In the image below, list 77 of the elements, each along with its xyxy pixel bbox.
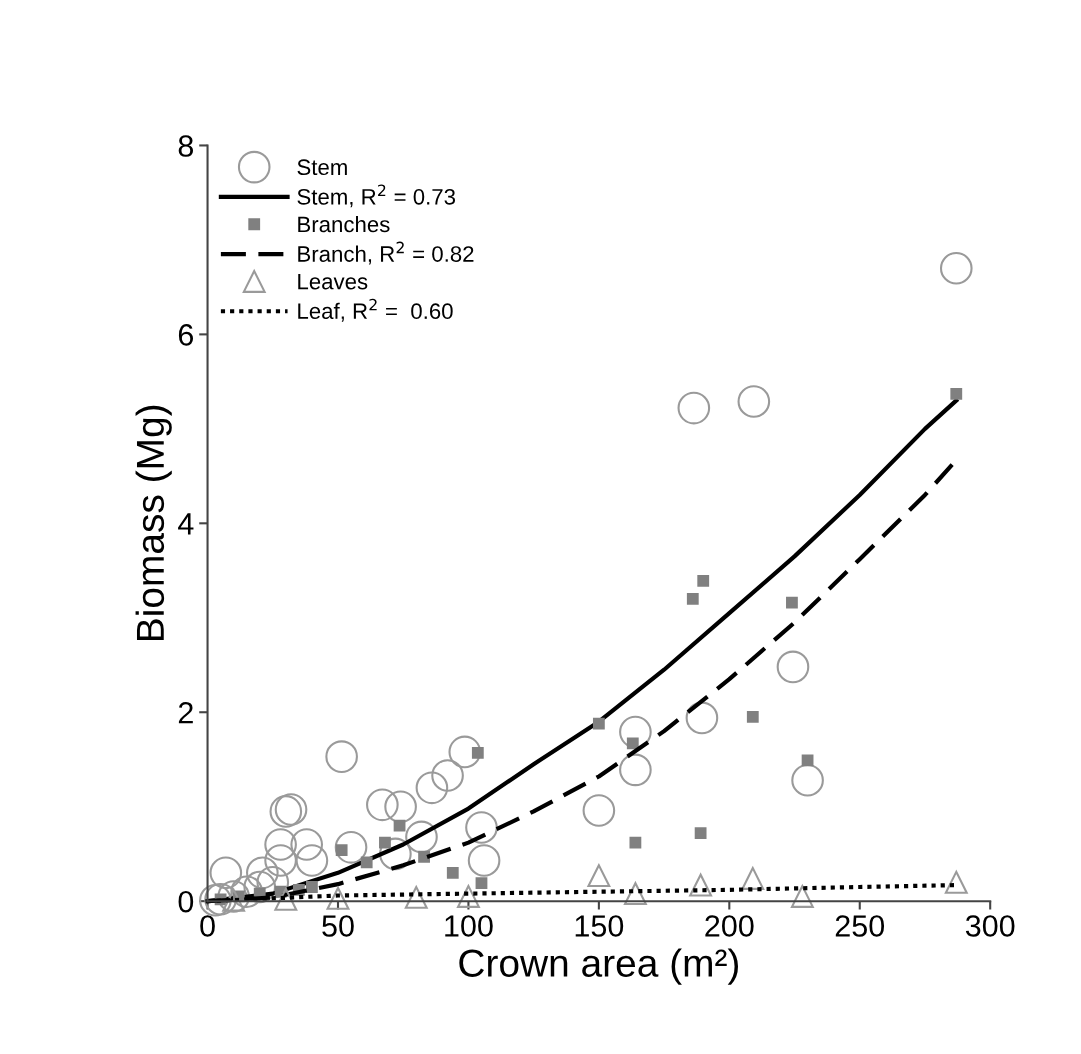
x-tick-label: 100 xyxy=(445,915,493,937)
point xyxy=(415,771,449,805)
point xyxy=(334,831,368,864)
point xyxy=(686,592,699,605)
y-tick-label: 6 xyxy=(178,324,194,346)
point xyxy=(246,856,279,890)
point xyxy=(360,856,373,869)
point xyxy=(384,790,417,824)
point xyxy=(243,870,277,904)
point xyxy=(592,717,605,730)
point xyxy=(456,884,480,908)
point xyxy=(264,844,297,877)
x-tick-label: 150 xyxy=(575,915,624,937)
point xyxy=(325,740,358,773)
point xyxy=(944,870,968,894)
point xyxy=(209,856,243,890)
point xyxy=(791,763,824,797)
point xyxy=(264,828,297,861)
y-tick-label: 8 xyxy=(178,135,194,157)
point xyxy=(290,828,324,861)
legend-label: Branch, R$^{2}$ = 0.82 xyxy=(298,241,474,265)
point xyxy=(786,596,798,609)
point xyxy=(295,844,329,877)
point xyxy=(306,881,318,893)
point xyxy=(471,746,484,759)
y-tick-label: 0 xyxy=(178,890,194,913)
point xyxy=(950,387,963,400)
point xyxy=(405,820,438,854)
point xyxy=(217,880,250,913)
point xyxy=(629,836,642,849)
point xyxy=(448,735,482,769)
point xyxy=(587,864,611,888)
point xyxy=(274,887,298,911)
point xyxy=(446,866,459,879)
point xyxy=(689,873,713,897)
point xyxy=(677,391,711,425)
point xyxy=(626,737,639,750)
point xyxy=(465,811,498,844)
point xyxy=(379,837,412,871)
point xyxy=(335,844,348,857)
y-tick-label: 4 xyxy=(178,513,194,535)
point xyxy=(619,715,652,749)
point xyxy=(939,251,973,285)
point xyxy=(582,794,616,827)
point xyxy=(619,753,652,787)
y-axis-title: Biomass (Mg) xyxy=(135,405,172,641)
point xyxy=(746,711,759,723)
x-tick-label: 300 xyxy=(965,915,1015,937)
legend-label: Branches xyxy=(298,215,390,233)
x-tick-label: 250 xyxy=(835,915,885,937)
point xyxy=(790,884,814,908)
point xyxy=(418,850,430,863)
point xyxy=(404,885,428,909)
y-tick-label: 2 xyxy=(178,701,193,724)
point xyxy=(393,819,406,832)
legend-label: Leaf, R$^{2}$ = 0.60 xyxy=(298,298,453,322)
point xyxy=(697,575,710,587)
point xyxy=(801,754,814,767)
point xyxy=(379,836,391,849)
point xyxy=(326,886,350,910)
point xyxy=(475,877,488,890)
legend-label: Stem, R$^{2}$ = 0.73 xyxy=(297,184,456,208)
point xyxy=(694,827,707,840)
x-tick-label: 0 xyxy=(200,915,215,937)
point xyxy=(431,759,464,792)
point xyxy=(623,882,647,906)
x-tick-label: 50 xyxy=(322,915,354,937)
x-tick-label: 200 xyxy=(705,915,754,937)
point xyxy=(737,385,771,418)
point xyxy=(685,701,719,735)
point xyxy=(467,844,501,877)
legend-label: Stem xyxy=(297,159,347,176)
point xyxy=(366,788,399,822)
x-axis-title: Crown area (m²) xyxy=(459,948,738,985)
point xyxy=(741,867,765,890)
point xyxy=(776,650,810,684)
legend-label: Leaves xyxy=(298,273,368,290)
